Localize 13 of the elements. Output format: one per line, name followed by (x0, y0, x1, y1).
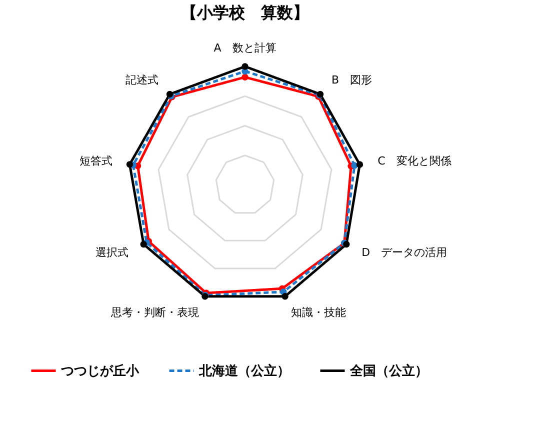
spoke-label: 短答式 (79, 154, 112, 168)
legend-label: 北海道（公立） (198, 362, 290, 379)
spoke-label: 記述式 (125, 74, 158, 87)
spoke-label: C 変化と関係 (378, 154, 452, 168)
chart-title: 【小学校 算数】 (181, 3, 309, 22)
legend-label: 全国（公立） (349, 362, 428, 379)
spoke-label: D データの活用 (362, 246, 448, 260)
spoke-label: B 図形 (332, 74, 372, 87)
spoke-label: A 数と計算 (214, 42, 276, 55)
spoke-label: 選択式 (95, 246, 128, 260)
spoke-label: 知識・技能 (291, 306, 346, 320)
spoke-label: 思考・判断・表現 (110, 306, 199, 320)
legend-label: つつじが丘小 (60, 362, 140, 379)
